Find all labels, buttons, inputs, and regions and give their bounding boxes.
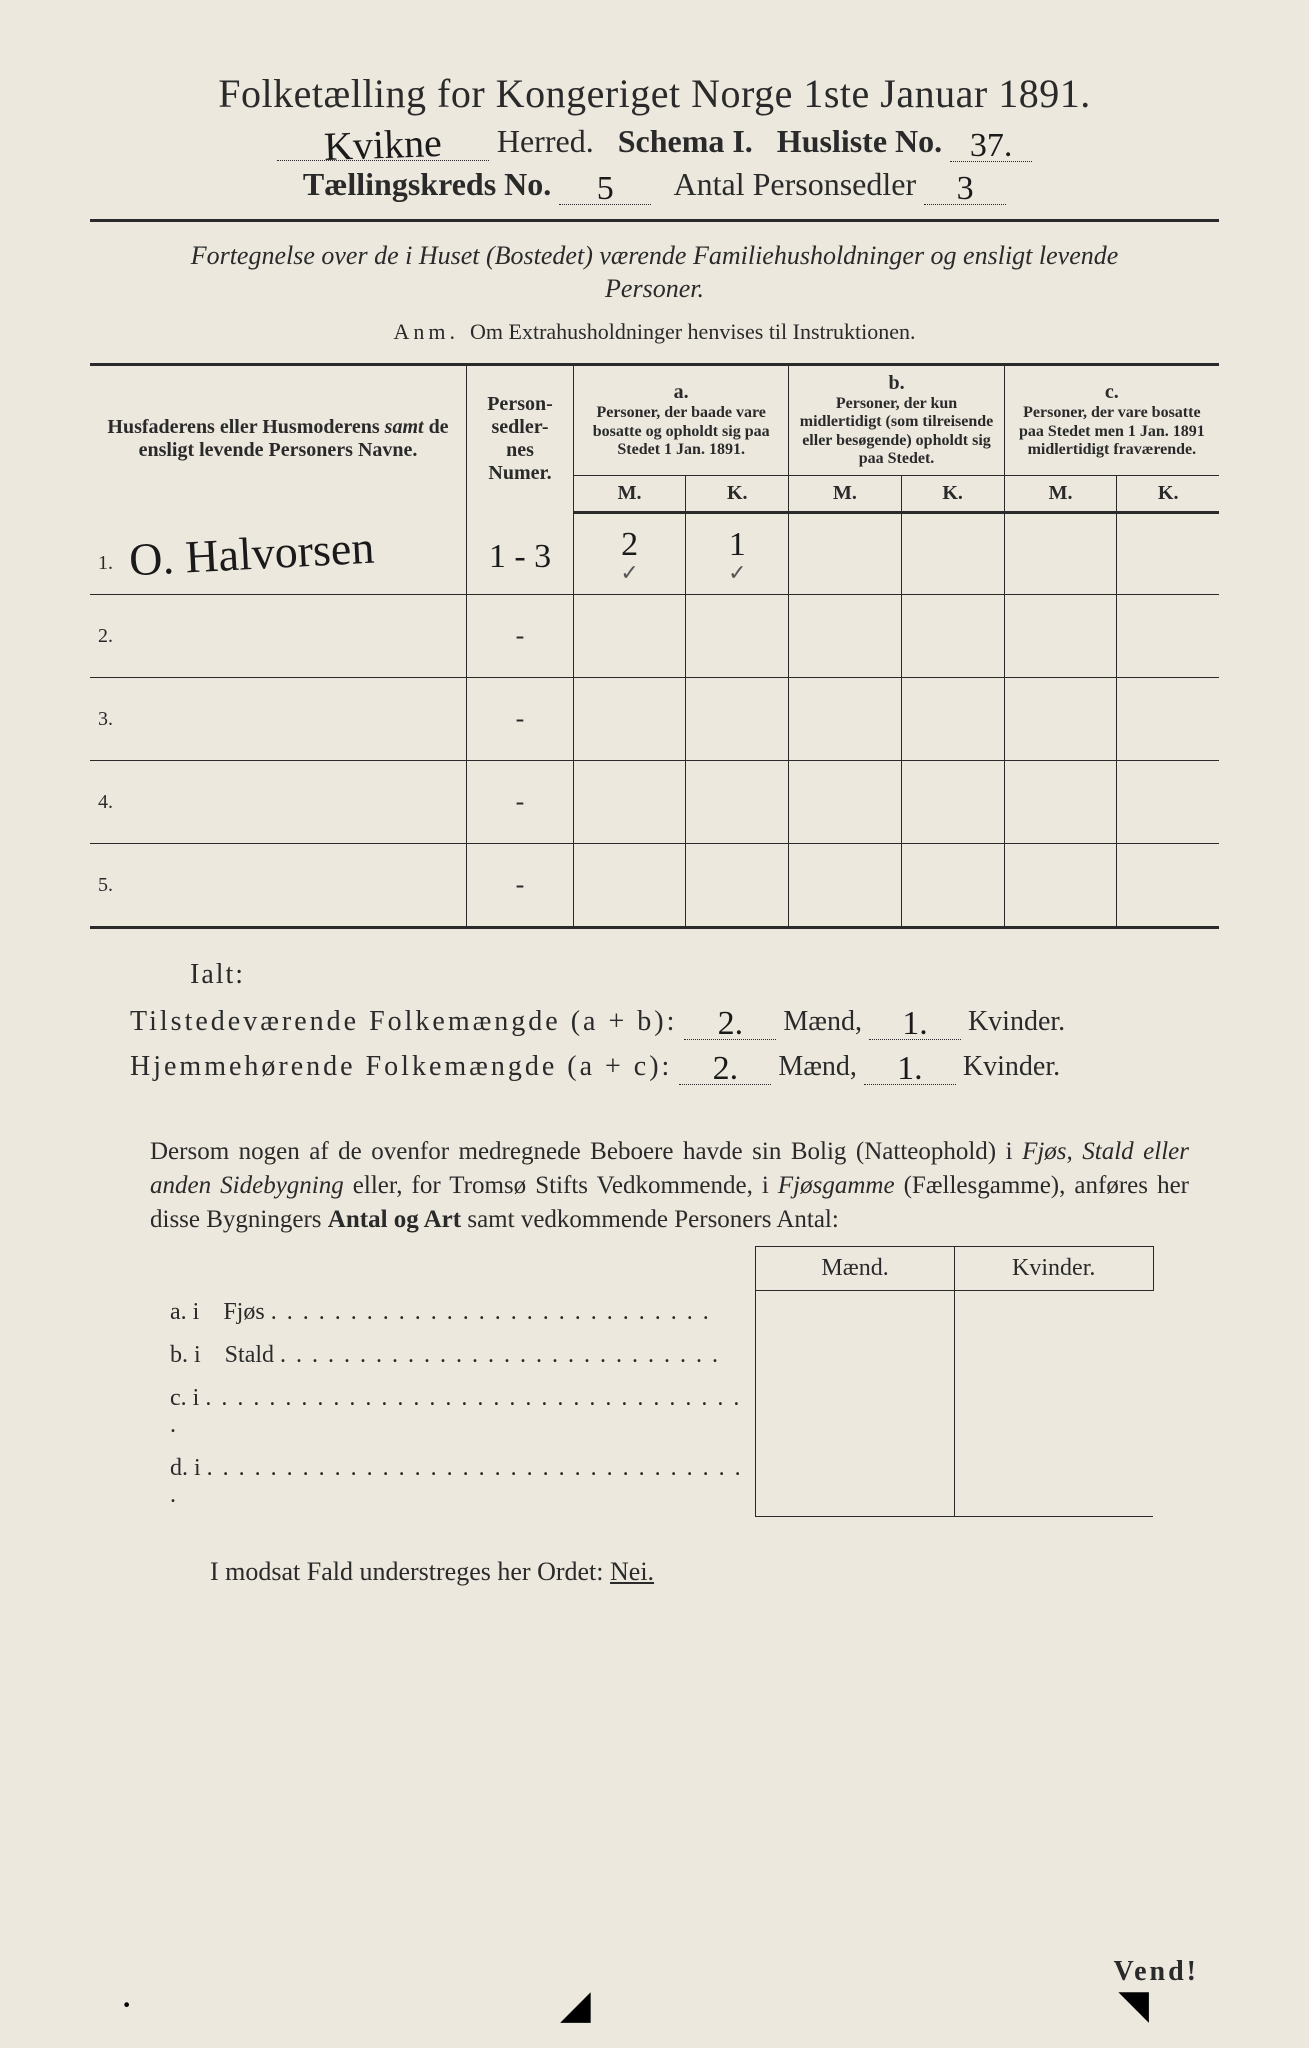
row-num: 1. <box>98 552 124 575</box>
col1-head: Husfaderens eller Husmoderens samt de en… <box>107 416 448 461</box>
mk-head: M. <box>1004 475 1117 512</box>
sub-row: c. i . . . . . . . . . . . . . . . . . .… <box>160 1377 1153 1447</box>
col-c-text: Personer, der vare bosatte paa Stedet me… <box>1013 404 1211 459</box>
row-num: 4. <box>98 791 124 814</box>
sum2-label: Hjemmehørende Folkemængde (a + c): <box>130 1051 672 1082</box>
anm-line: Anm. Om Extrahusholdninger henvises til … <box>90 319 1219 345</box>
herred-value: Kvikne <box>277 123 489 161</box>
sub-row: a. i Fjøs . . . . . . . . . . . . . . . … <box>160 1291 1153 1334</box>
antal-label: Antal Personsedler <box>673 166 916 202</box>
paragraph: Dersom nogen af de ovenfor medregnede Be… <box>150 1135 1189 1236</box>
subhead-m: Mænd. <box>756 1247 955 1291</box>
table-row: 4. - <box>90 761 1219 844</box>
sum1-mlabel: Mænd, <box>783 1006 862 1037</box>
sub-t: Stald <box>225 1342 274 1368</box>
sum2-k: 1. <box>897 1050 923 1088</box>
table-row: 2. - <box>90 595 1219 678</box>
nei-pre: I modsat Fald understreges her Ordet: <box>210 1557 610 1586</box>
sub-l: b. i <box>170 1342 201 1368</box>
cell-aK: 1 <box>729 526 746 564</box>
col2-head: Person- sedler- nes Numer. <box>487 393 553 484</box>
sum1-k: 1. <box>902 1005 928 1043</box>
col-a-label: a. <box>582 381 780 404</box>
anm-label: Anm. <box>394 319 460 344</box>
row-name: O. Halvorsen <box>128 520 376 586</box>
col-a-text: Personer, der baade vare bosatte og opho… <box>582 404 780 459</box>
sub-table: Mænd. Kvinder. a. i Fjøs . . . . . . . .… <box>160 1246 1154 1517</box>
sum-line-2: Hjemmehørende Folkemængde (a + c): 2. Mæ… <box>130 1046 1219 1085</box>
subhead-k: Kvinder. <box>954 1247 1153 1291</box>
mk-head: K. <box>901 475 1004 512</box>
herred-label: Herred. <box>497 123 594 159</box>
sub-t: Fjøs <box>223 1299 264 1325</box>
nei-word: Nei. <box>610 1557 654 1586</box>
sub-l: d. i <box>170 1455 201 1481</box>
main-table: Husfaderens eller Husmoderens samt de en… <box>90 363 1219 929</box>
col-b-label: b. <box>797 372 995 395</box>
table-row: 1. O. Halvorsen 1 - 3 2✓ 1✓ <box>90 512 1219 595</box>
husliste-value: 37. <box>950 123 1032 162</box>
ialt-label: Ialt: <box>190 959 1219 991</box>
col-c-label: c. <box>1013 381 1211 404</box>
row-dash: - <box>516 704 525 733</box>
mk-head: K. <box>686 475 789 512</box>
sub-l: c. i <box>170 1385 199 1411</box>
header-line-3: Tællingskreds No. 5 Antal Personsedler 3 <box>90 166 1219 205</box>
sub-l: a. i <box>170 1299 199 1325</box>
paper-tear: ◢ <box>560 1981 591 2028</box>
schema-label: Schema I. <box>618 123 753 159</box>
row-num: 2. <box>98 625 124 648</box>
table-row: 3. - <box>90 678 1219 761</box>
row-num-slips: 1 - 3 <box>489 538 551 576</box>
page-title: Folketælling for Kongeriget Norge 1ste J… <box>90 70 1219 117</box>
header-line-2: Kvikne Herred. Schema I. Husliste No. 37… <box>90 123 1219 162</box>
sum1-klabel: Kvinder. <box>968 1006 1065 1037</box>
sum-line-1: Tilstedeværende Folkemængde (a + b): 2. … <box>130 1001 1219 1040</box>
mk-head: K. <box>1117 475 1219 512</box>
row-dash: - <box>516 621 525 650</box>
sum2-klabel: Kvinder. <box>963 1051 1060 1082</box>
paper-mark: ◥ <box>1118 1981 1149 2028</box>
census-form-page: Folketælling for Kongeriget Norge 1ste J… <box>0 0 1309 2048</box>
mk-head: M. <box>574 475 686 512</box>
sum2-m: 2. <box>713 1050 739 1088</box>
table-row: 5. - <box>90 844 1219 928</box>
kreds-label: Tællingskreds No. <box>303 166 551 202</box>
sub-row: d. i . . . . . . . . . . . . . . . . . .… <box>160 1447 1153 1517</box>
sum1-m: 2. <box>718 1005 744 1043</box>
mk-head: M. <box>789 475 901 512</box>
antal-value: 3 <box>924 166 1006 205</box>
cell-aM: 2 <box>621 526 638 564</box>
sub-row: b. i Stald . . . . . . . . . . . . . . .… <box>160 1334 1153 1377</box>
sum2-mlabel: Mænd, <box>778 1051 857 1082</box>
row-num: 5. <box>98 874 124 897</box>
paper-mark: · <box>120 1981 133 2028</box>
nei-line: I modsat Fald understreges her Ordet: Ne… <box>210 1557 1219 1587</box>
kreds-value: 5 <box>559 166 651 205</box>
husliste-label: Husliste No. <box>777 123 942 159</box>
row-dash: - <box>516 787 525 816</box>
intro-text: Fortegnelse over de i Huset (Bostedet) v… <box>150 240 1159 305</box>
anm-text: Om Extrahusholdninger henvises til Instr… <box>470 319 915 344</box>
col-b-text: Personer, der kun midlertidigt (som tilr… <box>797 395 995 469</box>
row-dash: - <box>516 870 525 899</box>
divider <box>90 219 1219 222</box>
row-num: 3. <box>98 708 124 731</box>
sum1-label: Tilstedeværende Folkemængde (a + b): <box>130 1006 677 1037</box>
